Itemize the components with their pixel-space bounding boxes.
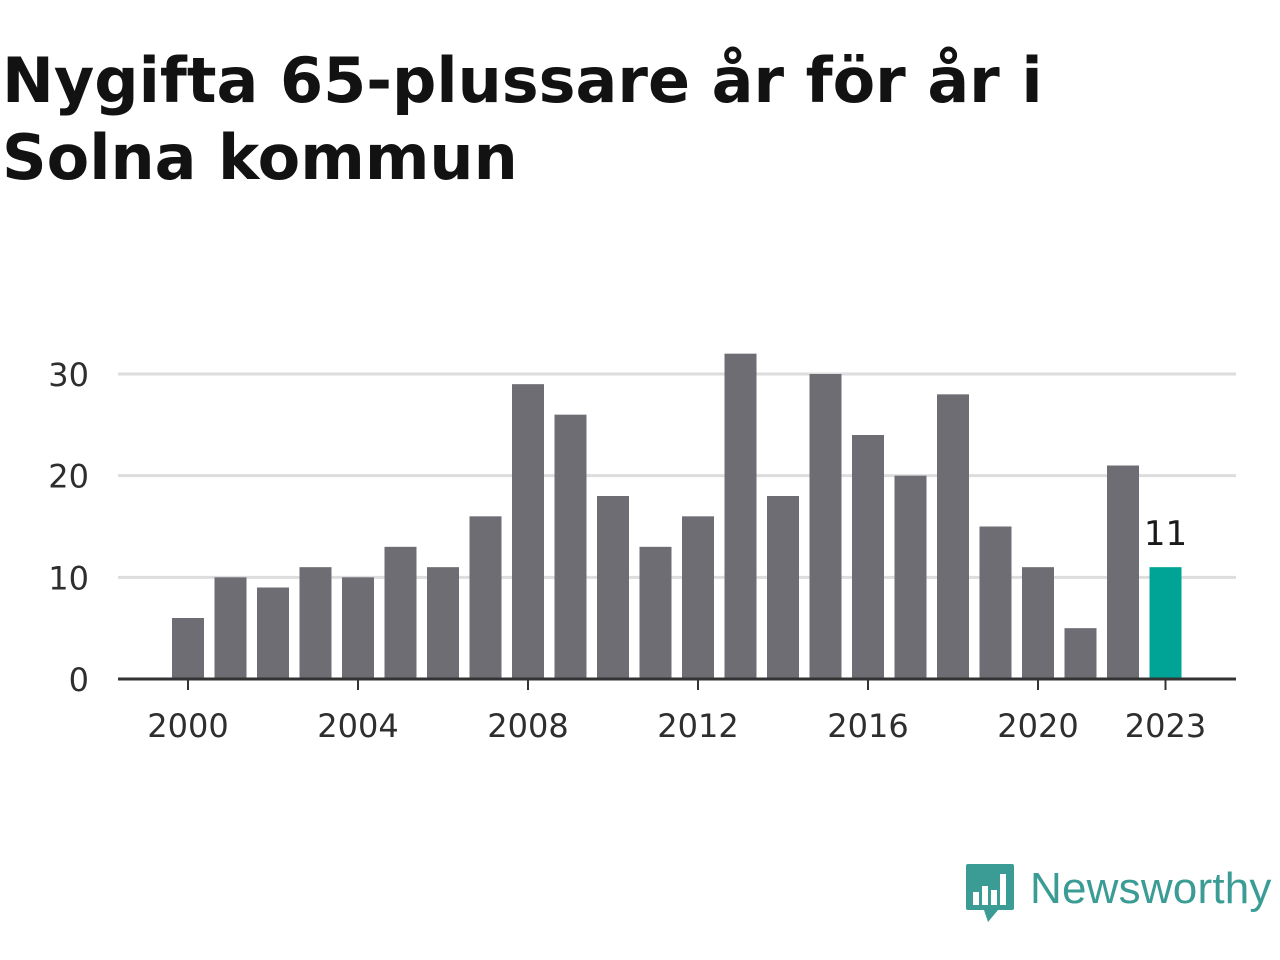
x-tick-label-2004: 2004 — [317, 707, 398, 745]
bar-2014 — [767, 496, 799, 679]
bar-2020 — [1022, 567, 1054, 679]
bar-2015 — [809, 374, 842, 679]
x-tick-label-2008: 2008 — [487, 707, 568, 745]
x-tick-label-2012: 2012 — [657, 707, 738, 745]
bar-2022 — [1107, 465, 1139, 679]
y-tick-label-10: 10 — [48, 559, 89, 597]
bar-2018 — [937, 394, 969, 679]
bar-2011 — [639, 546, 672, 679]
annotations: 11 — [1144, 514, 1187, 554]
bar-2004 — [342, 577, 374, 679]
bar-2021 — [1064, 628, 1097, 679]
bar-2016 — [852, 435, 884, 679]
bar-2023 — [1149, 567, 1182, 679]
bar-2012 — [682, 516, 714, 679]
bar-2007 — [469, 516, 502, 679]
y-tick-label-20: 20 — [48, 458, 89, 496]
bar-2013 — [724, 353, 757, 679]
bar-2019 — [979, 526, 1012, 679]
bar-2010 — [597, 496, 629, 679]
x-axis — [118, 677, 1236, 690]
bar-2001 — [214, 577, 247, 679]
bar-2000 — [172, 618, 204, 679]
grid-lines — [118, 372, 1236, 579]
x-axis-labels: 2000 2004 2008 2012 2016 2020 2023 — [147, 707, 1206, 745]
newsworthy-logo-icon — [966, 864, 1014, 922]
bar-2002 — [257, 587, 289, 679]
bars — [172, 353, 1182, 679]
y-axis-labels: 0 10 20 30 — [48, 356, 89, 699]
x-tick-label-2020: 2020 — [997, 707, 1078, 745]
bar-2008 — [512, 384, 544, 679]
x-tick-label-2016: 2016 — [827, 707, 908, 745]
brand-logo: Newsworthy — [964, 862, 1272, 928]
bar-2006 — [427, 567, 459, 679]
bar-2009 — [554, 414, 587, 679]
brand-name: Newsworthy — [1030, 864, 1272, 913]
value-label-2023: 11 — [1144, 514, 1187, 554]
y-tick-label-30: 30 — [48, 356, 89, 394]
bar-2017 — [894, 475, 927, 679]
bar-2005 — [384, 546, 417, 679]
bar-2003 — [299, 567, 332, 679]
chart-title: Nygifta 65-plussare år för år i Solna ko… — [2, 44, 1043, 194]
x-tick-label-2000: 2000 — [147, 707, 228, 745]
y-tick-label-0: 0 — [69, 661, 89, 699]
x-tick-label-2023: 2023 — [1125, 707, 1206, 745]
